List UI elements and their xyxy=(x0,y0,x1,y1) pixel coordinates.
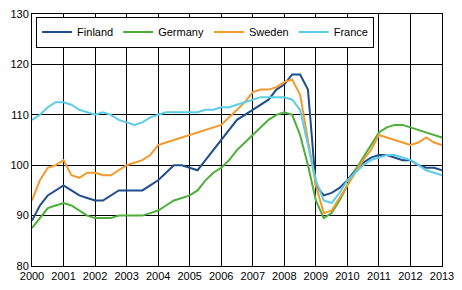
svg-text:2001: 2001 xyxy=(51,270,75,282)
svg-text:2011: 2011 xyxy=(367,270,391,282)
svg-text:100: 100 xyxy=(10,159,28,171)
svg-text:80: 80 xyxy=(17,260,29,272)
svg-text:2009: 2009 xyxy=(304,270,328,282)
svg-text:2005: 2005 xyxy=(177,270,201,282)
svg-text:110: 110 xyxy=(11,109,29,121)
svg-text:2004: 2004 xyxy=(146,270,170,282)
svg-text:Germany: Germany xyxy=(158,26,204,38)
svg-text:Sweden: Sweden xyxy=(249,26,289,38)
svg-text:2002: 2002 xyxy=(83,270,107,282)
svg-text:Finland: Finland xyxy=(77,26,113,38)
svg-text:90: 90 xyxy=(17,209,29,221)
svg-text:2000: 2000 xyxy=(20,270,44,282)
svg-text:2006: 2006 xyxy=(209,270,233,282)
svg-text:2003: 2003 xyxy=(114,270,138,282)
svg-text:2012: 2012 xyxy=(398,270,422,282)
svg-text:2008: 2008 xyxy=(272,270,296,282)
svg-text:France: France xyxy=(334,26,368,38)
svg-text:120: 120 xyxy=(10,58,28,70)
svg-text:2013: 2013 xyxy=(430,270,454,282)
svg-text:2010: 2010 xyxy=(335,270,359,282)
svg-text:2007: 2007 xyxy=(241,270,265,282)
svg-text:130: 130 xyxy=(10,8,28,20)
